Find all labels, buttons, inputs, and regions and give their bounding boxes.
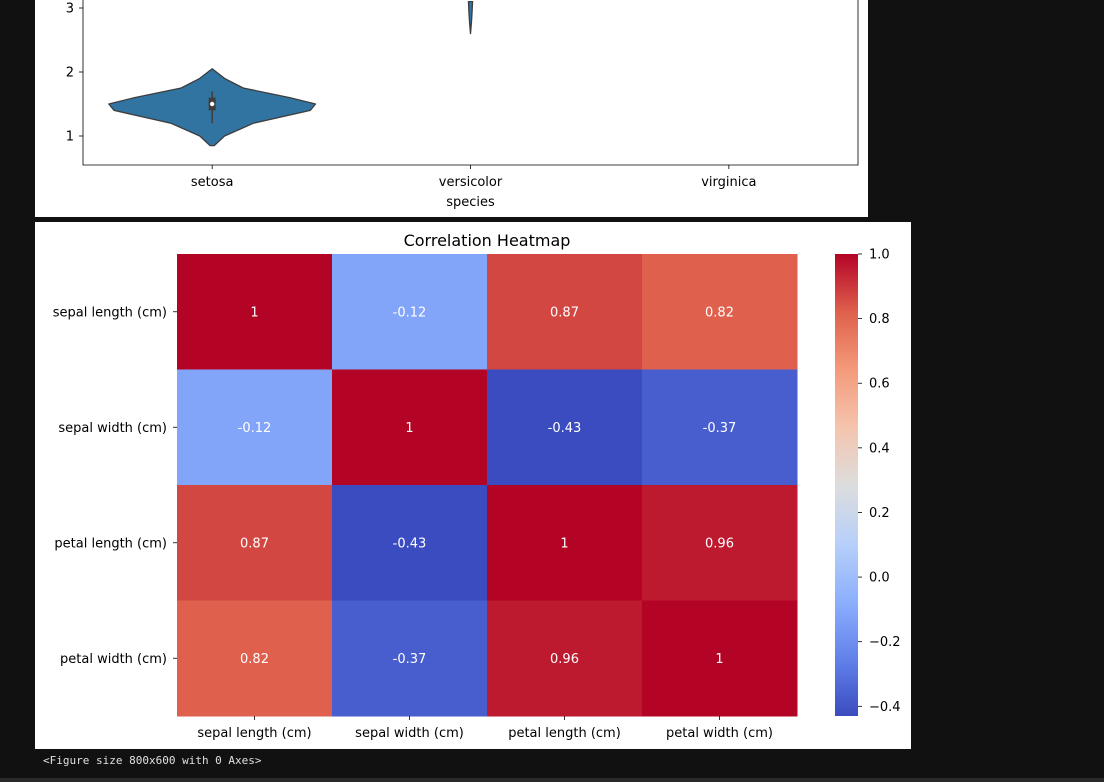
x-tick-label: versicolor <box>439 175 503 190</box>
console-output-line: <Figure size 800x600 with 0 Axes> <box>43 754 262 767</box>
heatmap-cell-value: 1 <box>715 652 723 667</box>
heatmap-cell-value: -0.43 <box>548 421 582 436</box>
heatmap-cell-value: 0.87 <box>240 536 269 551</box>
row-label: petal width (cm) <box>60 652 167 667</box>
violin-versicolor <box>467 0 474 35</box>
violin-median-point <box>209 101 215 107</box>
colorbar-tick-label: −0.2 <box>869 635 901 650</box>
colorbar-tick-label: 0.2 <box>869 506 890 521</box>
heatmap-cell <box>177 600 333 717</box>
row-label: sepal length (cm) <box>53 305 167 320</box>
heatmap-cell-value: -0.12 <box>238 421 272 436</box>
heatmap-cell-value: 1 <box>250 305 258 320</box>
column-label: petal width (cm) <box>666 726 773 741</box>
heatmap-cell-value: 0.82 <box>240 652 269 667</box>
colorbar-tick-label: 0.6 <box>869 377 890 392</box>
heatmap-cell-value: -0.12 <box>393 305 427 320</box>
heatmap-cell <box>332 600 488 717</box>
violin-plot: 1 2 3 setosa versicolor virginica species <box>66 0 859 210</box>
column-label: sepal length (cm) <box>197 726 311 741</box>
heatmap-cell-value: 1 <box>560 536 568 551</box>
heatmap-cell <box>177 485 333 601</box>
heatmap-panel: Correlation Heatmap 1 -0.12 0.87 0.82 -0.12 1 -… <box>35 222 911 749</box>
row-label: petal length (cm) <box>54 536 167 551</box>
heatmap-cell <box>177 254 333 370</box>
colorbar-tick-label: 0.0 <box>869 571 890 586</box>
heatmap-cell <box>642 254 798 370</box>
heatmap-cell-value: -0.37 <box>703 421 737 436</box>
heatmap-cell <box>332 485 488 601</box>
colorbar-tick-label: 0.8 <box>869 312 890 327</box>
heatmap-cell <box>487 485 643 601</box>
row-label: sepal width (cm) <box>58 421 167 436</box>
colorbar-tick-label: −0.4 <box>869 700 901 715</box>
cell-divider <box>0 778 1104 782</box>
heatmap-cell <box>332 369 488 486</box>
heatmap-cell <box>642 485 798 601</box>
heatmap-cell-value: 0.82 <box>705 305 734 320</box>
x-tick-label: setosa <box>191 175 234 190</box>
column-label: sepal width (cm) <box>355 726 464 741</box>
heatmap-cell <box>487 254 643 370</box>
heatmap-cell-value: -0.43 <box>393 536 427 551</box>
column-label: petal length (cm) <box>508 726 621 741</box>
colorbar-tick-label: 0.4 <box>869 441 890 456</box>
heatmap-cell-value: 1 <box>405 421 413 436</box>
heatmap-cell-value: 0.87 <box>550 305 579 320</box>
heatmap-cell-value: 0.96 <box>705 536 734 551</box>
correlation-heatmap: Correlation Heatmap 1 -0.12 0.87 0.82 -0.12 1 -… <box>53 231 901 741</box>
x-tick-label: virginica <box>701 175 756 190</box>
heatmap-cell-value: 0.96 <box>550 652 579 667</box>
colorbar <box>835 254 858 716</box>
y-tick-label: 3 <box>66 2 74 17</box>
heatmap-cell <box>487 600 643 717</box>
heatmap-cell <box>177 369 333 486</box>
y-tick-label: 2 <box>66 66 74 81</box>
heatmap-cell <box>332 254 488 370</box>
y-tick-label: 1 <box>66 130 74 145</box>
heatmap-cell <box>487 369 643 486</box>
heatmap-cell-value: -0.37 <box>393 652 427 667</box>
x-axis-label: species <box>446 195 495 210</box>
colorbar-tick-label: 1.0 <box>869 248 890 263</box>
violin-plot-panel: 1 2 3 setosa versicolor virginica species <box>35 0 868 217</box>
heatmap-cell <box>642 369 798 486</box>
heatmap-title: Correlation Heatmap <box>404 231 571 250</box>
heatmap-cell <box>642 600 798 717</box>
